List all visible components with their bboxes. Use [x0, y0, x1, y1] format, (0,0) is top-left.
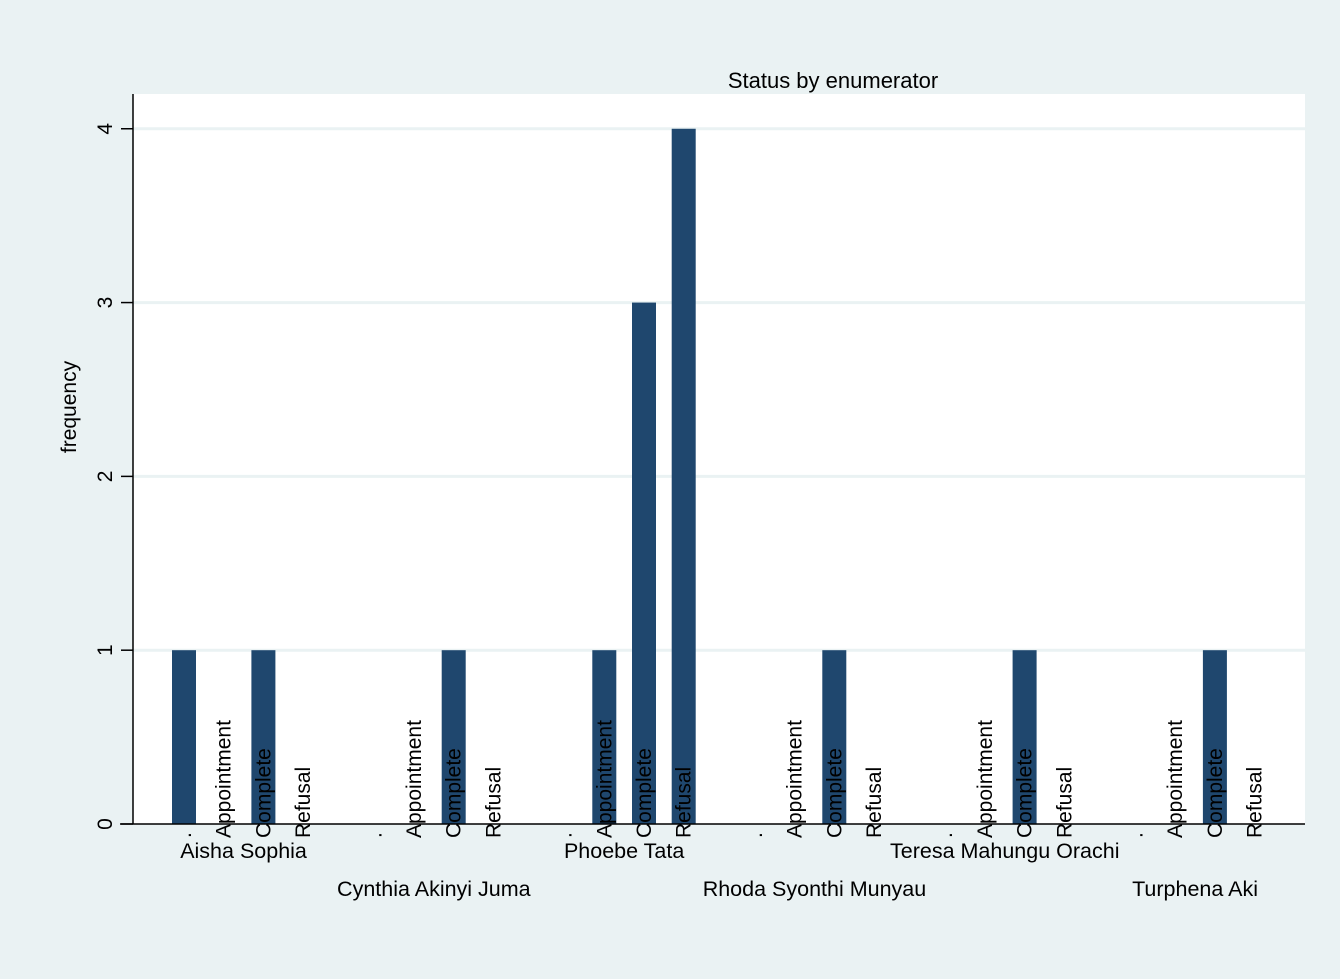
- category-label: Complete: [1204, 748, 1227, 838]
- bar: [1202, 650, 1227, 824]
- category-label: .: [554, 832, 577, 838]
- category-label: Refusal: [482, 767, 505, 838]
- y-tick-label: 1: [94, 644, 117, 656]
- category-label: Appointment: [974, 720, 997, 838]
- category-label: Appointment: [593, 720, 616, 838]
- group-label: Rhoda Syonthi Munyau: [703, 877, 927, 901]
- category-label: .: [173, 832, 196, 838]
- group-label: Phoebe Tata: [564, 839, 684, 863]
- plot-area: [133, 94, 1305, 824]
- category-label: Appointment: [1164, 720, 1187, 838]
- group-label: Turphena Aki: [1132, 877, 1258, 901]
- bar: [441, 650, 466, 824]
- bar: [592, 650, 617, 824]
- category-label: Complete: [633, 748, 656, 838]
- group-label: Teresa Mahungu Orachi: [890, 839, 1119, 863]
- y-tick-label: 2: [94, 471, 117, 483]
- category-label: Refusal: [292, 767, 315, 838]
- category-label: .: [934, 832, 957, 838]
- chart-title: Status by enumerator: [728, 68, 938, 93]
- y-axis-label: frequency: [58, 360, 81, 453]
- category-label: Complete: [823, 748, 846, 838]
- bar: [822, 650, 847, 824]
- group-label: Aisha Sophia: [180, 839, 307, 863]
- category-label: Complete: [1014, 748, 1037, 838]
- category-label: Complete: [252, 748, 275, 838]
- category-label: .: [744, 832, 767, 838]
- y-tick-label: 4: [94, 123, 117, 135]
- bar: [251, 650, 276, 824]
- category-label: Refusal: [673, 767, 696, 838]
- category-label: Refusal: [1244, 767, 1267, 838]
- category-label: Appointment: [784, 720, 807, 838]
- bar: [671, 128, 696, 824]
- category-label: Refusal: [863, 767, 886, 838]
- category-label: Appointment: [403, 720, 426, 838]
- category-label: Complete: [443, 748, 466, 838]
- category-label: Refusal: [1053, 767, 1076, 838]
- category-label: .: [1125, 832, 1148, 838]
- group-label: Cynthia Akinyi Juma: [337, 877, 531, 901]
- category-label: .: [363, 832, 386, 838]
- category-label: Appointment: [213, 720, 236, 838]
- bar: [632, 302, 656, 825]
- bar: [1012, 650, 1037, 824]
- bar: [172, 650, 196, 824]
- y-tick-label: 3: [94, 297, 117, 309]
- y-tick-label: 0: [94, 818, 117, 830]
